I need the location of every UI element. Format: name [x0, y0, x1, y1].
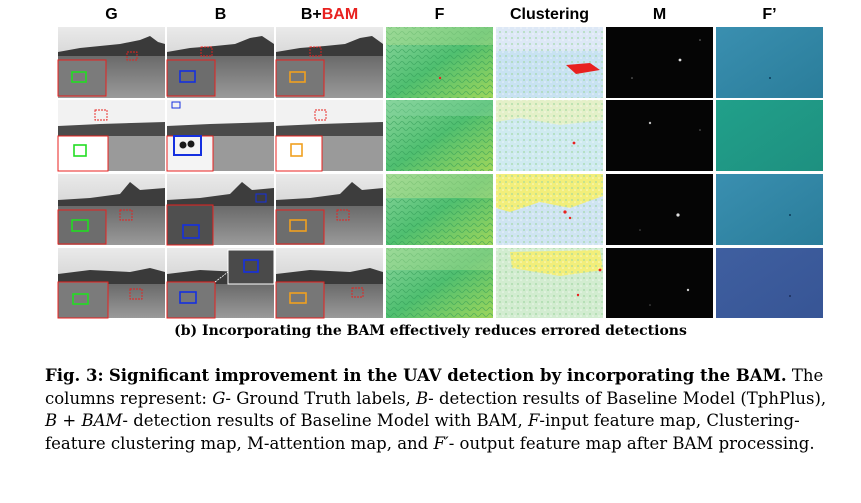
row2-clustering-map: [496, 100, 603, 171]
row4-f-map: [386, 248, 493, 318]
caption-desc-bam: - detection results of Baseline Model wi…: [122, 411, 528, 430]
row2-fprime-map: [716, 100, 823, 171]
col-header-fprime: F’: [762, 6, 777, 23]
row4-g-image: [57, 248, 165, 319]
row4-b-image: [166, 248, 275, 319]
row2-attention-map: [606, 100, 713, 171]
row3-b-image: [166, 174, 274, 246]
col-header-m: M: [652, 6, 667, 23]
figure-caption: Fig. 3: Significant improvement in the U…: [45, 365, 840, 455]
row-3: [57, 174, 823, 246]
row2-g-image: [57, 100, 165, 172]
row4-attention-map: [606, 248, 713, 318]
figure-subcaption: (b) Incorporating the BAM effectively re…: [174, 323, 687, 339]
caption-desc-b: - detection results of Baseline Model (T…: [428, 388, 827, 408]
caption-term-g: G: [212, 388, 226, 408]
col-header-g: G: [105, 6, 118, 23]
col-header-f: F: [434, 6, 445, 23]
row3-bam-image: [275, 174, 383, 245]
col-header-b-bam-prefix: B+: [300, 6, 322, 23]
row3-g-image: [57, 174, 165, 245]
caption-label: Fig. 3:: [45, 366, 104, 385]
row1-g-image: [57, 27, 165, 98]
row2-f-map: [386, 100, 493, 171]
row1-b-image: [166, 27, 274, 98]
caption-term-fprime: F′: [433, 433, 449, 453]
caption-desc-f: -input feature map, Clustering-feature c…: [45, 411, 800, 453]
caption-desc-g: - Ground Truth labels,: [225, 388, 417, 408]
row2-bam-image: [275, 100, 383, 172]
row1-f-map: [386, 27, 493, 98]
caption-term-b: B: [416, 388, 429, 408]
row1-attention-map: [606, 27, 713, 98]
row4-fprime-map: [716, 248, 823, 318]
row3-fprime-map: [716, 174, 823, 245]
row-2: [57, 100, 823, 172]
row1-clustering-map: [496, 27, 603, 98]
row1-fprime-map: [716, 27, 823, 98]
caption-desc-fprime: - output feature map after BAM processin…: [448, 433, 815, 453]
col-header-b: B: [214, 6, 227, 23]
row1-bam-image: [275, 27, 383, 98]
col-header-b-bam-suffix: BAM: [321, 6, 359, 23]
row3-clustering-map: [496, 174, 603, 245]
col-header-b-bam: B+BAM: [276, 6, 383, 26]
row-1: [57, 27, 823, 98]
row-4: [57, 248, 823, 319]
caption-term-bam: B + BAM: [45, 411, 123, 430]
row3-attention-map: [606, 174, 713, 245]
figure-image-grid: [57, 27, 823, 319]
caption-title: Significant improvement in the UAV detec…: [108, 366, 787, 385]
caption-term-f: F: [527, 411, 540, 430]
row4-clustering-map: [496, 248, 603, 318]
row3-f-map: [386, 174, 493, 245]
caption-body-intro: The columns represent:: [45, 366, 824, 408]
row4-bam-image: [275, 248, 383, 319]
col-header-clustering: Clustering: [509, 6, 590, 23]
row2-b-image: [166, 100, 274, 172]
